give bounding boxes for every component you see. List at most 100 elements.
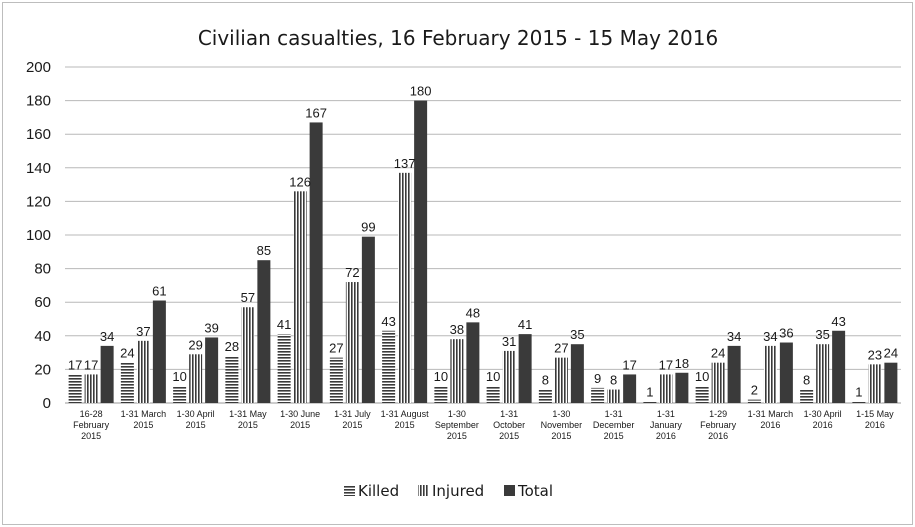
y-tick-label: 160 [26,126,51,143]
bar-total [466,322,480,403]
chart-svg: Civilian casualties, 16 February 2015 - … [26,26,901,500]
data-label: 38 [450,322,464,337]
x-tick-label: 1-15 May 2016 [856,409,894,430]
bar-injured [293,191,307,403]
bar-injured [189,354,203,403]
x-tick-label: 1-30 April 2015 [177,409,215,430]
data-label: 167 [305,105,327,120]
bar-injured [816,344,830,403]
bar-killed [800,389,814,403]
y-tick-label: 80 [34,261,51,278]
x-tick-label: 1-30 September 2015 [435,409,479,441]
bar-total [884,362,898,403]
bar-total [623,374,637,403]
grid-layer: 0 20 40 60 80 100 120 140 160 180 200 [26,59,901,412]
data-label: 27 [329,341,343,356]
x-tick-label: 1-31 August 2015 [381,409,430,430]
x-tick-label: 1-29 February 2016 [700,409,737,441]
legend: Killed Injured Total [344,482,553,500]
bar-killed [852,401,866,403]
x-tick-label: 1-30 April 2016 [804,409,842,430]
bar-killed [695,386,709,403]
data-label: 48 [466,305,480,320]
data-label: 41 [277,317,291,332]
data-label: 180 [410,84,432,99]
data-label: 57 [241,290,255,305]
y-tick-label: 180 [26,93,51,110]
y-tick-label: 0 [43,395,51,412]
data-label: 17 [68,357,82,372]
bar-injured [711,362,725,403]
bar-total [257,260,271,403]
x-tick-label: 1-31 December 2015 [593,409,635,441]
x-tick-label: 1-31 July 2015 [334,409,371,430]
legend-swatch-injured [418,485,429,496]
x-tick-label: 1-30 June 2015 [280,409,320,430]
bar-killed [225,355,239,403]
bar-killed [538,389,552,403]
data-label: 41 [518,317,532,332]
bar-total [727,345,741,403]
y-tick-label: 200 [26,59,51,76]
data-label: 10 [486,369,500,384]
data-label: 34 [100,329,114,344]
data-label: 1 [855,384,862,399]
data-label: 31 [502,334,516,349]
bar-killed [434,386,448,403]
data-label: 137 [394,156,416,171]
bar-total [675,372,689,403]
bar-total [152,300,166,403]
data-label: 36 [779,326,793,341]
x-tick-label: 1-31 October 2015 [493,409,525,441]
bar-injured [398,172,412,403]
bar-total [414,100,428,403]
y-tick-label: 60 [34,294,51,311]
x-tick-label: 1-31 May 2015 [229,409,267,430]
legend-label-injured: Injured [432,482,484,500]
data-label: 85 [257,243,271,258]
y-tick-label: 20 [34,361,51,378]
data-label: 34 [727,329,741,344]
bar-total [361,236,375,403]
data-label: 9 [594,371,601,386]
data-label: 10 [695,369,709,384]
bar-killed [486,386,500,403]
data-label: 8 [542,373,549,388]
data-label: 34 [763,329,777,344]
data-label: 43 [381,314,395,329]
data-label: 1 [646,384,653,399]
bar-killed [329,357,343,403]
data-label: 8 [610,373,617,388]
y-tick-label: 140 [26,160,51,177]
bar-killed [747,399,761,403]
bars-layer [68,100,898,403]
bar-injured [241,307,255,403]
chart-title: Civilian casualties, 16 February 2015 - … [198,26,718,50]
data-label: 17 [622,357,636,372]
bar-killed [120,362,134,403]
y-tick-label: 40 [34,328,51,345]
bar-injured [136,340,150,403]
x-tick-label: 1-31 March 2015 [121,409,167,430]
legend-swatch-total [504,485,515,496]
bar-killed [643,401,657,403]
bar-total [205,337,219,403]
data-label: 27 [554,341,568,356]
bar-killed [68,374,82,403]
data-label: 43 [831,314,845,329]
x-tick-label: 1-30 November 2015 [541,409,583,441]
bar-total [518,334,532,403]
labels-layer: 17 17342437611029392857854112616727729943… [68,84,898,400]
legend-label-total: Total [517,482,553,500]
bar-killed [382,330,396,403]
legend-label-killed: Killed [358,482,399,500]
data-label: 24 [120,346,134,361]
data-label: 10 [172,369,186,384]
data-label: 72 [345,265,359,280]
data-label: 61 [152,284,166,299]
bar-total [309,122,323,403]
data-label: 2 [751,383,758,398]
x-tick-label: 1-31 March 2016 [748,409,794,430]
bar-injured [345,282,359,403]
